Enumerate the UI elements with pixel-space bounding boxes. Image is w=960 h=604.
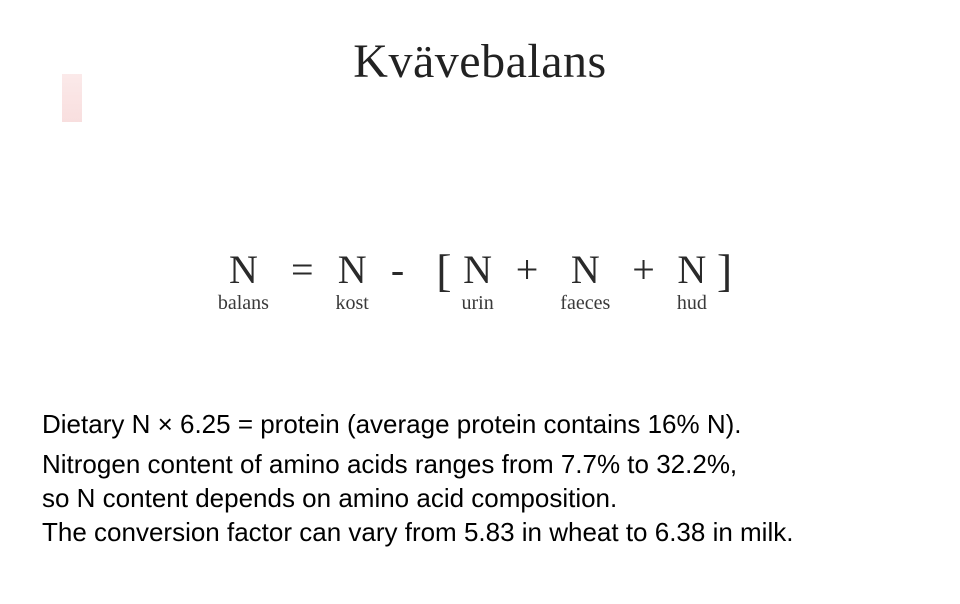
symbol-n: N bbox=[338, 250, 367, 290]
symbol-n: N bbox=[571, 250, 600, 290]
subscript-kost: kost bbox=[336, 292, 369, 315]
page-title: Kvävebalans bbox=[0, 34, 960, 89]
subscript-hud: hud bbox=[677, 292, 707, 315]
term-urin: N urin bbox=[462, 250, 494, 315]
plus-sign-1: + bbox=[494, 250, 561, 290]
balance-equation: N balans = N kost - [ N urin + N faeces … bbox=[50, 250, 910, 315]
body-line-2: Nitrogen content of amino acids ranges f… bbox=[42, 448, 900, 481]
bracket-right: ] bbox=[707, 250, 742, 291]
term-faeces: N faeces bbox=[560, 250, 610, 315]
slide: Kvävebalans N balans = N kost - [ N urin… bbox=[0, 0, 960, 604]
plus-sign-2: + bbox=[610, 250, 677, 290]
subscript-faeces: faeces bbox=[560, 292, 610, 315]
body-line-3: so N content depends on amino acid compo… bbox=[42, 482, 900, 515]
subscript-balans: balans bbox=[218, 292, 269, 315]
bracket-left: [ bbox=[426, 250, 461, 291]
term-kost: N kost bbox=[336, 250, 369, 315]
body-line-4: The conversion factor can vary from 5.83… bbox=[42, 516, 900, 549]
body-line-1: Dietary N × 6.25 = protein (average prot… bbox=[42, 408, 900, 441]
term-balans: N balans bbox=[218, 250, 269, 315]
symbol-n: N bbox=[463, 250, 492, 290]
subscript-urin: urin bbox=[462, 292, 494, 315]
symbol-n: N bbox=[677, 250, 706, 290]
minus-sign: - bbox=[369, 250, 426, 290]
symbol-n: N bbox=[229, 250, 258, 290]
term-hud: N hud bbox=[677, 250, 707, 315]
equals-sign: = bbox=[269, 250, 336, 290]
